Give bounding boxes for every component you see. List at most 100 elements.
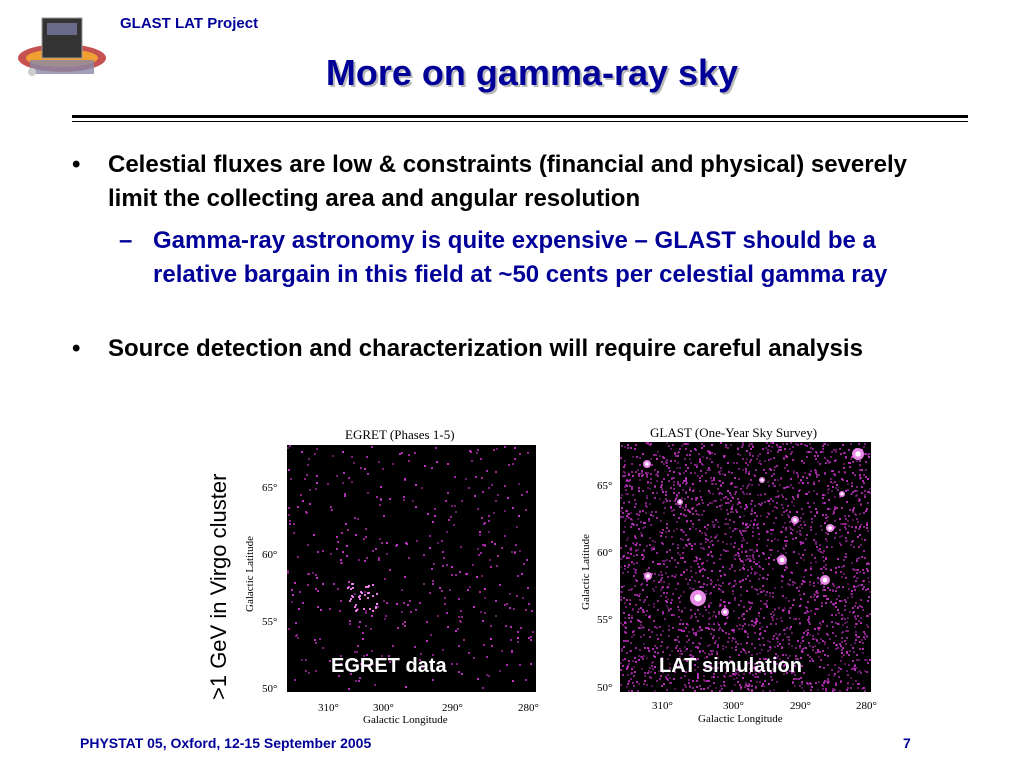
photon-pixel <box>718 526 720 528</box>
x-tick-label: 290° <box>790 700 811 712</box>
photon-pixel <box>354 606 356 608</box>
photon-pixel <box>707 627 709 629</box>
photon-pixel <box>853 668 855 670</box>
photon-pixel <box>682 623 684 625</box>
photon-pixel <box>841 656 843 658</box>
egret-sky-map <box>287 445 536 692</box>
photon-pixel <box>639 599 641 601</box>
photon-pixel <box>860 524 862 526</box>
photon-pixel <box>725 550 727 552</box>
photon-pixel <box>332 455 334 457</box>
photon-pixel <box>372 663 374 665</box>
photon-pixel <box>733 585 735 587</box>
photon-pixel <box>734 668 736 670</box>
photon-pixel <box>723 497 725 499</box>
photon-pixel <box>793 472 795 474</box>
photon-pixel <box>666 559 668 561</box>
photon-pixel <box>680 513 682 515</box>
photon-pixel <box>768 485 770 487</box>
photon-pixel <box>740 600 742 602</box>
footer-text: PHYSTAT 05, Oxford, 12-15 September 2005 <box>80 735 372 751</box>
title-rule <box>72 115 968 118</box>
photon-pixel <box>754 588 756 590</box>
photon-pixel <box>823 682 825 684</box>
bright-source-core <box>723 610 727 614</box>
photon-pixel <box>686 660 688 662</box>
photon-pixel <box>789 670 791 672</box>
photon-pixel <box>668 467 670 469</box>
photon-pixel <box>745 472 747 474</box>
photon-pixel <box>654 573 656 575</box>
photon-pixel <box>750 513 752 515</box>
photon-pixel <box>711 444 713 446</box>
photon-pixel <box>631 615 633 617</box>
photon-pixel <box>810 683 812 685</box>
photon-pixel <box>831 669 833 671</box>
photon-pixel <box>732 497 734 499</box>
photon-pixel <box>389 658 391 660</box>
photon-pixel <box>423 554 425 556</box>
photon-pixel <box>705 667 707 669</box>
photon-pixel <box>727 498 729 500</box>
photon-pixel <box>643 573 645 575</box>
photon-pixel <box>493 512 495 514</box>
photon-pixel <box>818 474 820 476</box>
photon-pixel <box>762 448 764 450</box>
photon-pixel <box>685 492 687 494</box>
photon-pixel <box>702 568 704 570</box>
photon-pixel <box>809 443 811 445</box>
photon-pixel <box>841 641 843 643</box>
photon-pixel <box>684 607 686 609</box>
photon-pixel <box>682 552 684 554</box>
photon-pixel <box>859 648 861 650</box>
photon-pixel <box>829 589 831 591</box>
photon-pixel <box>691 498 693 500</box>
photon-pixel <box>736 462 738 464</box>
photon-pixel <box>786 464 788 466</box>
photon-pixel <box>659 563 661 565</box>
photon-pixel <box>714 524 716 526</box>
photon-pixel <box>668 530 670 532</box>
photon-pixel <box>851 493 853 495</box>
photon-pixel <box>763 523 765 525</box>
photon-pixel <box>780 477 782 479</box>
photon-pixel <box>709 452 711 454</box>
photon-pixel <box>864 496 866 498</box>
photon-pixel <box>857 536 859 538</box>
photon-pixel <box>837 609 839 611</box>
y-tick-label: 60° <box>597 547 613 559</box>
photon-pixel <box>401 589 403 591</box>
photon-pixel <box>833 510 835 512</box>
photon-pixel <box>775 496 777 498</box>
photon-pixel <box>798 482 800 484</box>
photon-pixel <box>832 603 834 605</box>
photon-pixel <box>731 564 733 566</box>
photon-pixel <box>806 607 808 609</box>
photon-pixel <box>647 443 649 445</box>
photon-pixel <box>809 506 811 508</box>
photon-pixel <box>698 514 700 516</box>
photon-pixel <box>825 514 827 516</box>
photon-pixel <box>466 573 468 575</box>
photon-pixel <box>446 564 448 566</box>
photon-pixel <box>732 511 734 513</box>
photon-pixel <box>803 521 805 523</box>
photon-pixel <box>638 475 640 477</box>
photon-pixel <box>756 662 758 664</box>
photon-pixel <box>800 642 802 644</box>
photon-pixel <box>378 559 380 561</box>
photon-pixel <box>838 595 840 597</box>
photon-pixel <box>774 466 776 468</box>
x-tick-label: 290° <box>442 702 463 714</box>
photon-pixel <box>772 500 774 502</box>
photon-pixel <box>635 569 637 571</box>
photon-pixel <box>837 671 839 673</box>
photon-pixel <box>770 442 772 444</box>
photon-pixel <box>719 603 721 605</box>
photon-pixel <box>834 508 836 510</box>
photon-pixel <box>844 618 846 620</box>
photon-pixel <box>714 453 716 455</box>
photon-pixel <box>516 595 518 597</box>
photon-pixel <box>750 572 752 574</box>
photon-pixel <box>654 690 656 692</box>
